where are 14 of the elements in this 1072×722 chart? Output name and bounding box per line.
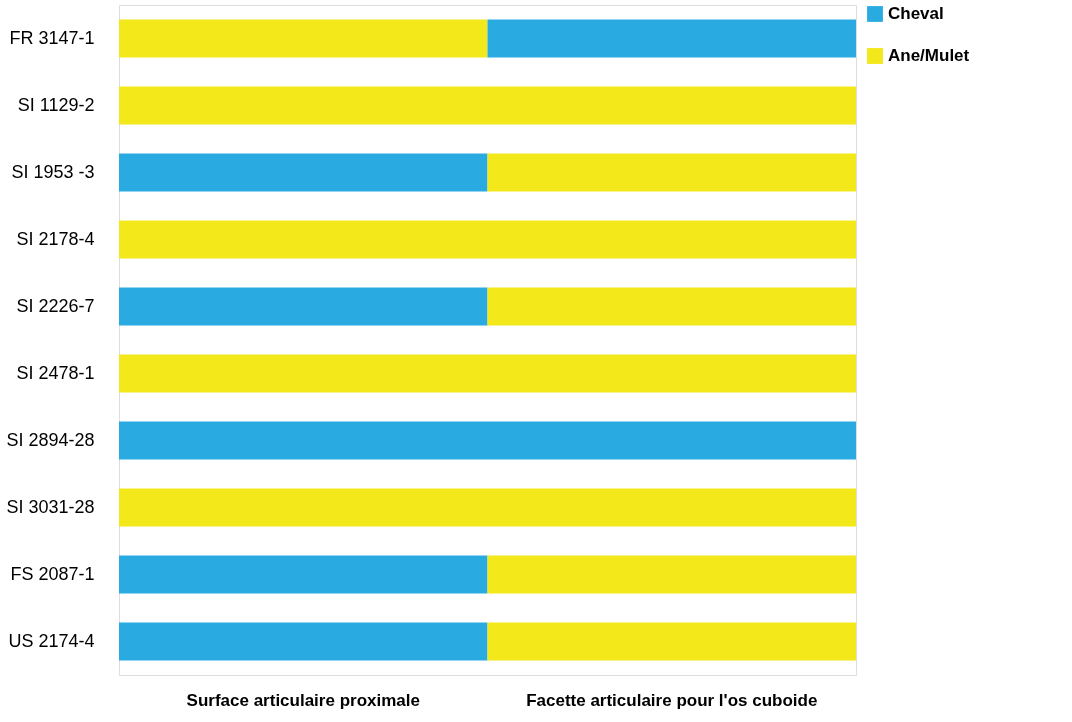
y-tick-label: SI 2178-4 bbox=[16, 228, 95, 249]
y-tick-label: SI 1129-2 bbox=[17, 94, 95, 115]
legend-label: Cheval bbox=[888, 4, 944, 23]
y-tick-label: SI 2894-28 bbox=[6, 429, 95, 450]
y-tick-label: SI 2226-7 bbox=[16, 295, 95, 316]
y-tick-label: SI 2478-1 bbox=[16, 362, 95, 383]
y-tick-label: SI 3031-28 bbox=[6, 496, 95, 517]
y-tick-label: FS 2087-1 bbox=[10, 563, 95, 584]
legend-label: Ane/Mulet bbox=[888, 46, 970, 65]
text: Facette articulaire pour l'os cuboide bbox=[526, 691, 818, 710]
text: Surface articulaire proximale bbox=[186, 691, 420, 710]
y-tick-label: FR 3147-1 bbox=[9, 27, 95, 48]
y-tick-label: US 2174-4 bbox=[8, 630, 95, 651]
y-tick-label: SI 1953 -3 bbox=[11, 161, 95, 182]
